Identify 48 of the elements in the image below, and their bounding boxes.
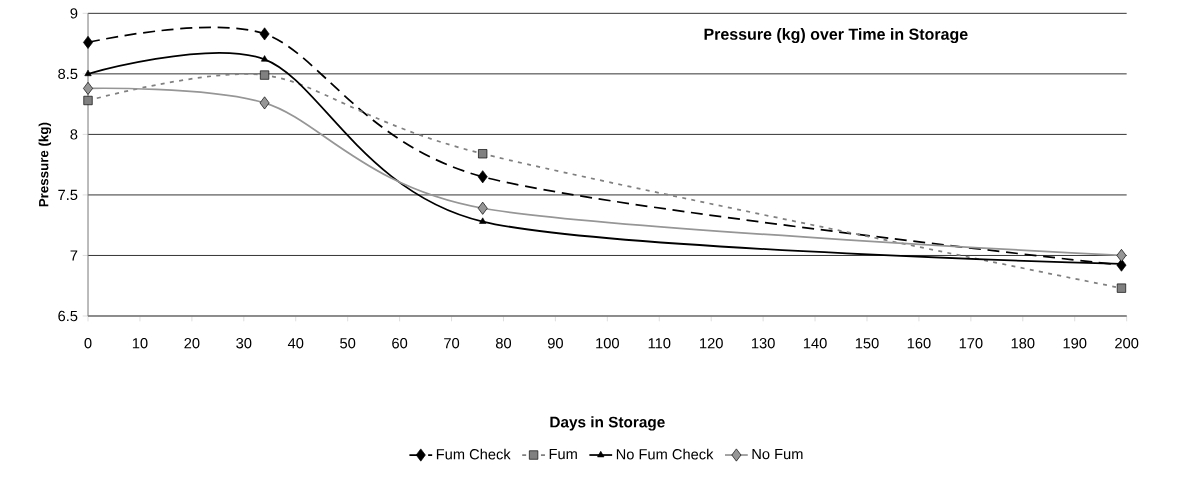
y-tick-label: 7.5 bbox=[58, 189, 78, 201]
x-tick-label: 40 bbox=[287, 338, 304, 349]
point bbox=[479, 217, 487, 224]
point bbox=[1116, 283, 1127, 293]
point bbox=[259, 70, 270, 80]
x-tick-label: 160 bbox=[907, 338, 931, 349]
point bbox=[1116, 248, 1127, 262]
point bbox=[83, 95, 93, 106]
x-tick-label: 0 bbox=[84, 338, 92, 349]
y-tick-label: 8.5 bbox=[58, 68, 78, 80]
point bbox=[477, 170, 488, 184]
legend-label: Fum Check bbox=[436, 448, 511, 460]
point bbox=[477, 201, 488, 215]
point bbox=[84, 69, 92, 77]
x-tick-label: 150 bbox=[855, 338, 879, 349]
point bbox=[261, 55, 269, 62]
y-axis-title: Pressure (kg) bbox=[38, 122, 52, 207]
text: Pressure (kg) over Time in Storage bbox=[704, 28, 968, 44]
point bbox=[259, 27, 270, 41]
x-tick-label: 120 bbox=[700, 338, 723, 349]
x-tick-label: 190 bbox=[1063, 338, 1087, 349]
point bbox=[83, 35, 93, 49]
x-tick-label: 80 bbox=[495, 338, 512, 349]
x-tick-label: 90 bbox=[547, 338, 563, 349]
y-tick-label: 9 bbox=[70, 8, 78, 19]
legend-label: Fum bbox=[549, 448, 577, 460]
y-tick-label: 7 bbox=[70, 250, 78, 261]
x-tick-label: 60 bbox=[392, 338, 408, 349]
x-axis-title: Days in Storage bbox=[550, 416, 665, 431]
y-tick-label: 6.5 bbox=[58, 310, 78, 322]
y-tick-label: 8 bbox=[70, 129, 78, 140]
x-tick-label: 140 bbox=[803, 338, 827, 349]
x-tick-label: 200 bbox=[1115, 338, 1139, 349]
x-tick-label: 10 bbox=[132, 338, 148, 349]
x-tick-label: 20 bbox=[184, 338, 200, 349]
x-tick-label: 50 bbox=[340, 338, 356, 349]
legend-label: No Fum Check bbox=[616, 448, 714, 460]
legend-label: No Fum bbox=[752, 448, 803, 460]
x-tick-label: 30 bbox=[236, 338, 252, 349]
point bbox=[259, 96, 270, 110]
point bbox=[478, 149, 488, 159]
x-tick-label: 180 bbox=[1011, 338, 1035, 349]
x-tick-label: 100 bbox=[596, 338, 619, 349]
x-tick-label: 70 bbox=[444, 338, 460, 349]
x-tick-label: 130 bbox=[752, 338, 775, 349]
point bbox=[83, 81, 93, 95]
x-tick-label: 170 bbox=[959, 338, 983, 349]
x-tick-label: 110 bbox=[648, 338, 671, 349]
